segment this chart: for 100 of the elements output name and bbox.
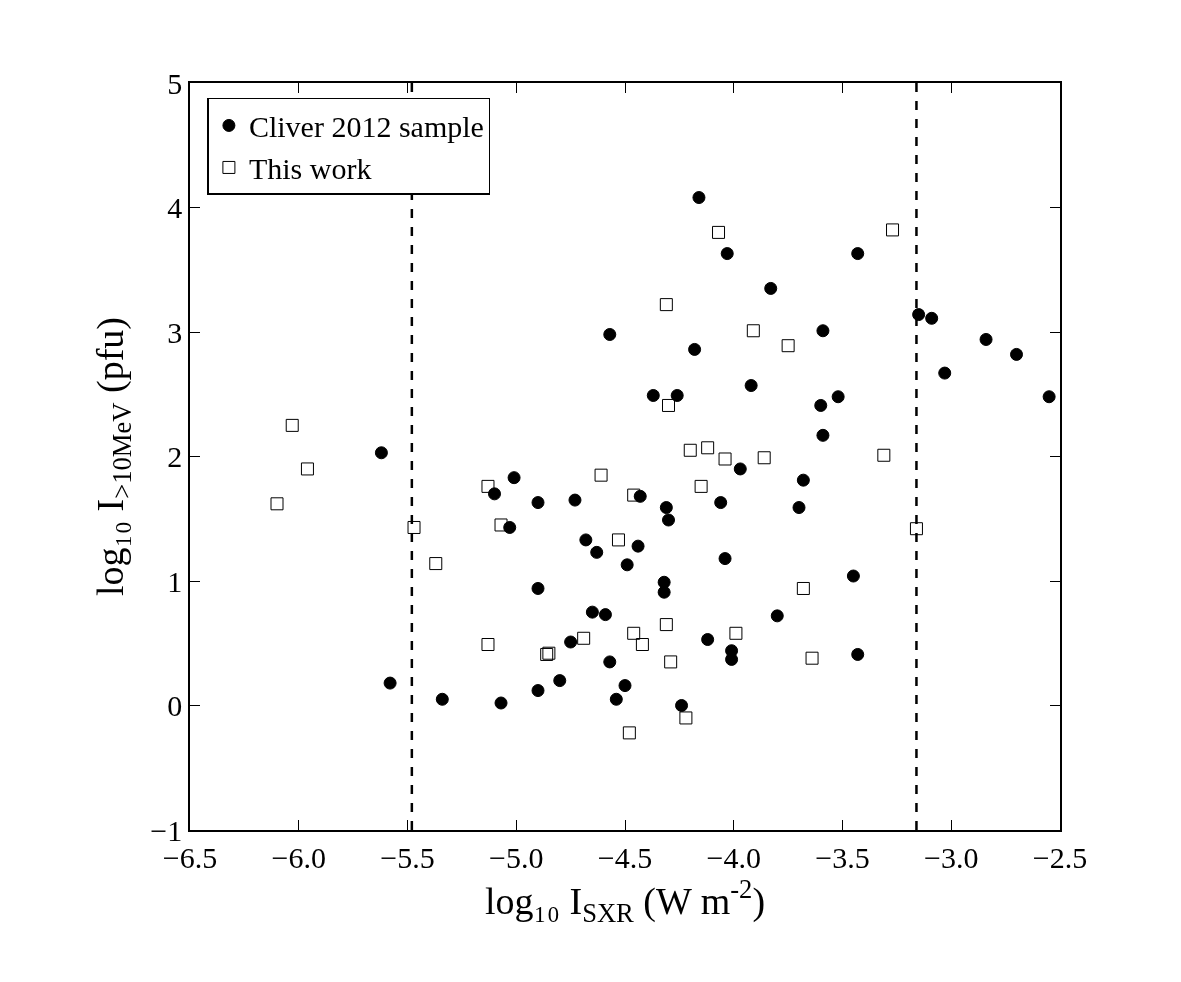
point <box>481 479 495 493</box>
point <box>701 633 715 647</box>
point <box>720 247 734 261</box>
point <box>764 281 778 295</box>
x-tick-label: −4.5 <box>597 840 653 874</box>
point <box>622 726 636 740</box>
y-tick-label: 4 <box>167 191 183 224</box>
point <box>733 462 747 476</box>
point <box>851 247 865 261</box>
point <box>494 518 508 532</box>
point <box>714 496 728 510</box>
point <box>712 225 726 239</box>
point <box>603 327 617 341</box>
point <box>805 651 819 665</box>
y-tick-label: 1 <box>167 564 183 598</box>
point <box>383 676 397 690</box>
x-tick-label: −6.0 <box>271 840 326 874</box>
legend-label: Cliver 2012 sample <box>248 110 484 144</box>
point <box>816 324 830 338</box>
point <box>646 388 660 402</box>
point <box>781 339 795 353</box>
point <box>912 308 926 322</box>
point <box>877 448 891 462</box>
point <box>694 479 708 493</box>
point <box>659 501 673 515</box>
point <box>657 585 671 599</box>
point <box>577 631 591 645</box>
point <box>662 513 675 527</box>
point <box>568 493 582 507</box>
point <box>635 638 649 651</box>
point <box>718 452 732 466</box>
point <box>620 558 634 572</box>
point <box>662 398 675 412</box>
point <box>688 342 702 356</box>
x-tick-label: −5.0 <box>489 840 544 874</box>
legend-label: This work <box>248 152 372 186</box>
point <box>746 324 760 338</box>
y-tick-label: 3 <box>167 315 183 349</box>
point <box>579 533 593 547</box>
point <box>831 390 845 404</box>
point <box>846 569 860 583</box>
point <box>757 451 771 465</box>
x-tick-label: −3.0 <box>924 840 979 874</box>
point <box>938 366 952 380</box>
point <box>285 418 299 432</box>
point <box>531 684 545 698</box>
point <box>792 501 806 515</box>
point <box>374 446 388 460</box>
point <box>407 520 421 534</box>
point <box>659 618 673 632</box>
point <box>553 674 567 688</box>
point <box>594 468 608 482</box>
point <box>659 298 673 312</box>
point <box>909 522 923 536</box>
point <box>603 655 617 669</box>
point <box>481 638 495 651</box>
point <box>679 711 693 725</box>
point <box>851 647 865 661</box>
point <box>429 557 443 571</box>
point <box>531 581 545 595</box>
point <box>270 497 284 511</box>
point <box>531 496 545 510</box>
point <box>692 191 706 205</box>
point <box>744 379 758 393</box>
point <box>585 605 599 619</box>
point <box>627 488 641 502</box>
point <box>886 223 900 237</box>
point <box>300 462 314 476</box>
point <box>925 311 939 325</box>
point <box>494 696 508 710</box>
point <box>664 655 678 669</box>
x-tick-label: −4.0 <box>706 840 761 874</box>
point <box>1042 390 1056 404</box>
point <box>770 609 784 623</box>
point <box>979 332 993 346</box>
point <box>631 539 645 553</box>
y-tick-label: 0 <box>167 689 183 722</box>
point <box>675 699 689 712</box>
point <box>618 679 632 693</box>
x-tick-label: −3.5 <box>815 840 870 874</box>
y-tick-label: 2 <box>167 440 183 473</box>
x-tick-label: −2.5 <box>1032 840 1088 874</box>
point <box>435 692 449 706</box>
point <box>816 428 830 442</box>
point <box>729 626 743 640</box>
point <box>611 533 625 547</box>
point <box>627 626 641 640</box>
point <box>718 552 732 566</box>
point <box>683 443 697 457</box>
point <box>701 441 715 455</box>
point <box>598 608 612 622</box>
y-tick-label: 5 <box>167 66 183 100</box>
point <box>590 545 604 559</box>
point <box>609 692 623 706</box>
x-axis-title: log₁₀ I$_{SXR}$ (W m$^{-2}$) <box>484 874 766 929</box>
point <box>670 388 684 402</box>
point <box>507 471 521 485</box>
point <box>814 398 828 412</box>
x-tick-label: −5.5 <box>380 840 435 874</box>
point <box>796 473 810 487</box>
